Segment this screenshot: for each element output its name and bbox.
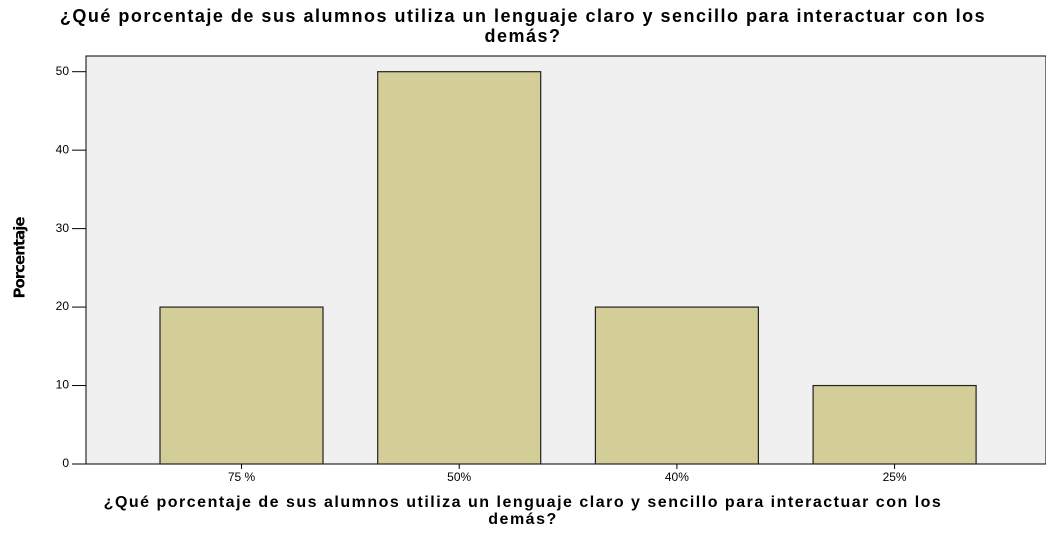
y-tick-label: 50 bbox=[56, 64, 70, 78]
y-tick-label: 20 bbox=[56, 299, 70, 313]
x-tick-label: 50% bbox=[447, 470, 471, 484]
y-tick-label: 0 bbox=[62, 456, 69, 470]
x-tick-label: 25% bbox=[883, 470, 907, 484]
y-tick-label: 10 bbox=[56, 378, 70, 392]
bar bbox=[159, 306, 324, 465]
x-axis-label: ¿Qué porcentaje de sus alumnos utiliza u… bbox=[103, 494, 943, 528]
bar bbox=[812, 384, 977, 465]
x-tick-label: 40% bbox=[665, 470, 689, 484]
y-axis-label: Porcentaje bbox=[11, 217, 29, 299]
y-tick-label: 30 bbox=[56, 221, 70, 235]
bar bbox=[377, 71, 542, 465]
y-tick-label: 40 bbox=[56, 142, 70, 156]
bar bbox=[594, 306, 760, 465]
chart-title: ¿Qué porcentaje de sus alumnos utiliza u… bbox=[59, 6, 987, 46]
x-tick-label: 75 % bbox=[228, 470, 256, 484]
